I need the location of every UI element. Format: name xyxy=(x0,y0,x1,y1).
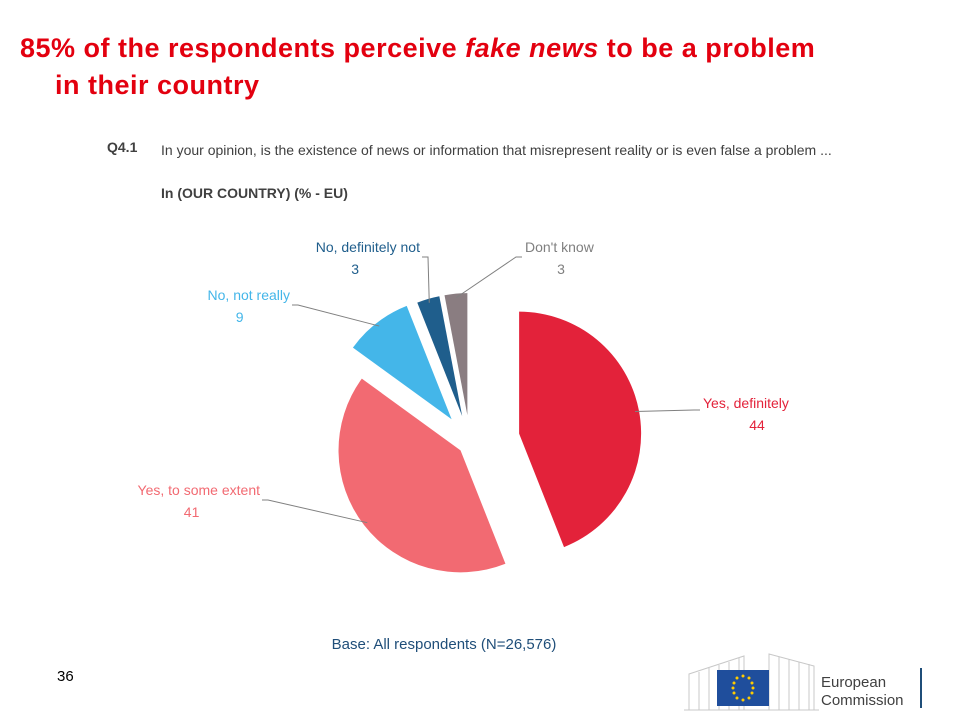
leader-line xyxy=(635,409,700,413)
pie-slice-yes-to-some-extent xyxy=(338,378,506,573)
slice-label: No, definitely not xyxy=(316,239,420,255)
logo-line1: European xyxy=(821,674,887,691)
question-number: Q4.1 xyxy=(107,139,138,155)
page-title: 85% of the respondents perceive fake new… xyxy=(20,30,940,104)
slice-value: 41 xyxy=(184,504,200,520)
leader-line xyxy=(422,256,430,303)
title-emphasis: fake news xyxy=(465,33,599,63)
title-part2: to be a problem xyxy=(598,33,816,63)
leader-line xyxy=(292,304,380,327)
question-text: In your opinion, is the existence of new… xyxy=(161,142,832,158)
pie-slice-don-t-know xyxy=(444,293,468,416)
question-subtitle: In (OUR COUNTRY) (% - EU) xyxy=(161,185,348,201)
leader-line xyxy=(262,499,368,524)
ec-logo-text: European Commission xyxy=(821,674,904,710)
slice-value: 44 xyxy=(749,417,765,433)
logo-line2: Commission xyxy=(821,692,904,709)
logo-divider xyxy=(920,668,922,708)
slice-label: Yes, definitely xyxy=(703,395,789,411)
slice-label: No, not really xyxy=(208,287,290,303)
pie-slice-no-definitely-not xyxy=(417,296,463,417)
base-note: Base: All respondents (N=26,576) xyxy=(331,636,557,653)
ec-logo-icon xyxy=(684,653,819,711)
slice-label: Don't know xyxy=(525,239,595,255)
pie-slice-no-not-really xyxy=(352,305,452,420)
slice-label: Yes, to some extent xyxy=(138,482,261,498)
slice-value: 9 xyxy=(236,309,244,325)
title-line2: in their country xyxy=(55,70,260,100)
page-number: 36 xyxy=(57,668,74,685)
slice-value: 3 xyxy=(351,261,359,277)
slice-value: 3 xyxy=(557,261,565,277)
pie-slice-yes-definitely xyxy=(519,311,642,548)
leader-line xyxy=(455,256,522,299)
title-part1: 85% of the respondents perceive xyxy=(20,33,466,63)
